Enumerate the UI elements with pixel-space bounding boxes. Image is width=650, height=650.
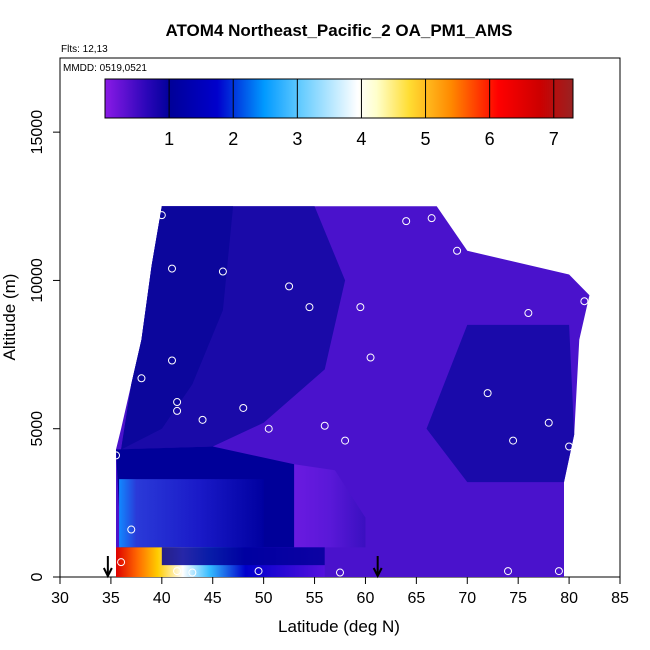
sample-point: [336, 568, 344, 577]
x-tick-label: 60: [357, 590, 375, 607]
sample-point: [320, 421, 329, 430]
chart-title: ATOM4 Northeast_Pacific_2 OA_PM1_AMS: [165, 21, 512, 40]
y-axis: 0 5000 10000 15000: [29, 110, 60, 581]
x-tick-label: 65: [407, 590, 425, 607]
sample-point: [254, 567, 263, 576]
colorbar-tick-label: 5: [421, 129, 431, 149]
marker-arrow-head: [102, 567, 113, 579]
sample-point: [117, 558, 126, 567]
sample-point: [341, 436, 350, 445]
sample-point: [168, 264, 176, 273]
sample-points: [112, 211, 589, 577]
surface-dark-band: [161, 547, 325, 566]
y-tick-label: 15000: [29, 110, 46, 155]
colorbar-tick-label: 4: [356, 129, 366, 149]
sample-point: [580, 297, 589, 306]
x-tick-label: 45: [204, 590, 222, 607]
sample-point: [483, 389, 492, 398]
sample-point: [198, 415, 207, 424]
lower-west-region: [119, 479, 264, 548]
sample-point: [509, 436, 518, 445]
x-tick-label: 80: [560, 590, 578, 607]
sample-point: [168, 356, 176, 365]
heatmap-field: [116, 206, 590, 577]
sample-point: [173, 398, 182, 407]
marker-arrow-head: [372, 567, 383, 579]
sample-point: [137, 374, 146, 383]
latitude-markers: [102, 556, 383, 579]
sample-point: [427, 214, 436, 223]
sample-point: [264, 424, 273, 433]
x-tick-label: 75: [509, 590, 527, 607]
sample-point: [218, 267, 227, 276]
sample-point: [157, 211, 166, 220]
x-axis: 30 35 40 45 50 55 60 65 70 75 80 85: [51, 577, 629, 607]
sample-point: [112, 451, 120, 460]
x-axis-label: Latitude (deg N): [278, 617, 400, 636]
sample-point: [402, 217, 411, 226]
x-tick-label: 30: [51, 590, 69, 607]
colorbar-gradient: [104, 78, 574, 119]
x-tick-label: 50: [255, 590, 273, 607]
x-tick-label: 85: [611, 590, 629, 607]
y-tick-label: 0: [29, 572, 46, 581]
sample-point: [239, 403, 248, 412]
upper-east-region: [426, 324, 575, 483]
y-tick-label: 5000: [29, 411, 46, 447]
x-tick-label: 35: [102, 590, 120, 607]
dates-annotation: MMDD: 0519,0521: [63, 63, 147, 74]
x-tick-label: 40: [153, 590, 171, 607]
sample-point: [544, 418, 553, 427]
x-tick-label: 55: [306, 590, 324, 607]
lower-transition-region: [294, 464, 366, 548]
sample-point: [188, 568, 197, 577]
upper-core-region: [121, 206, 234, 450]
sample-point: [173, 567, 182, 576]
colorbar-tick-label: 7: [549, 129, 559, 149]
sample-point: [554, 567, 563, 576]
sample-point: [524, 309, 533, 318]
sample-point: [504, 567, 512, 576]
y-tick-label: 10000: [29, 258, 46, 303]
flights-annotation: Flts: 12,13: [61, 44, 108, 55]
colorbar-tick-label: 3: [292, 129, 302, 149]
sample-point: [453, 246, 462, 255]
sample-point: [173, 406, 182, 415]
sample-point: [366, 353, 375, 362]
sample-point: [127, 525, 136, 534]
sample-point: [565, 442, 574, 451]
y-axis-label: Altitude (m): [0, 274, 19, 361]
x-tick-label: 70: [458, 590, 476, 607]
sample-point: [356, 303, 365, 312]
sample-point: [305, 303, 314, 312]
colorbar-tick-label: 1: [164, 129, 174, 149]
colorbar-tick-label: 2: [228, 129, 238, 149]
sample-point: [285, 282, 294, 291]
colorbar-tick-label: 6: [485, 129, 495, 149]
colorbar: 1 2 3 4 5 6 7: [104, 78, 574, 149]
